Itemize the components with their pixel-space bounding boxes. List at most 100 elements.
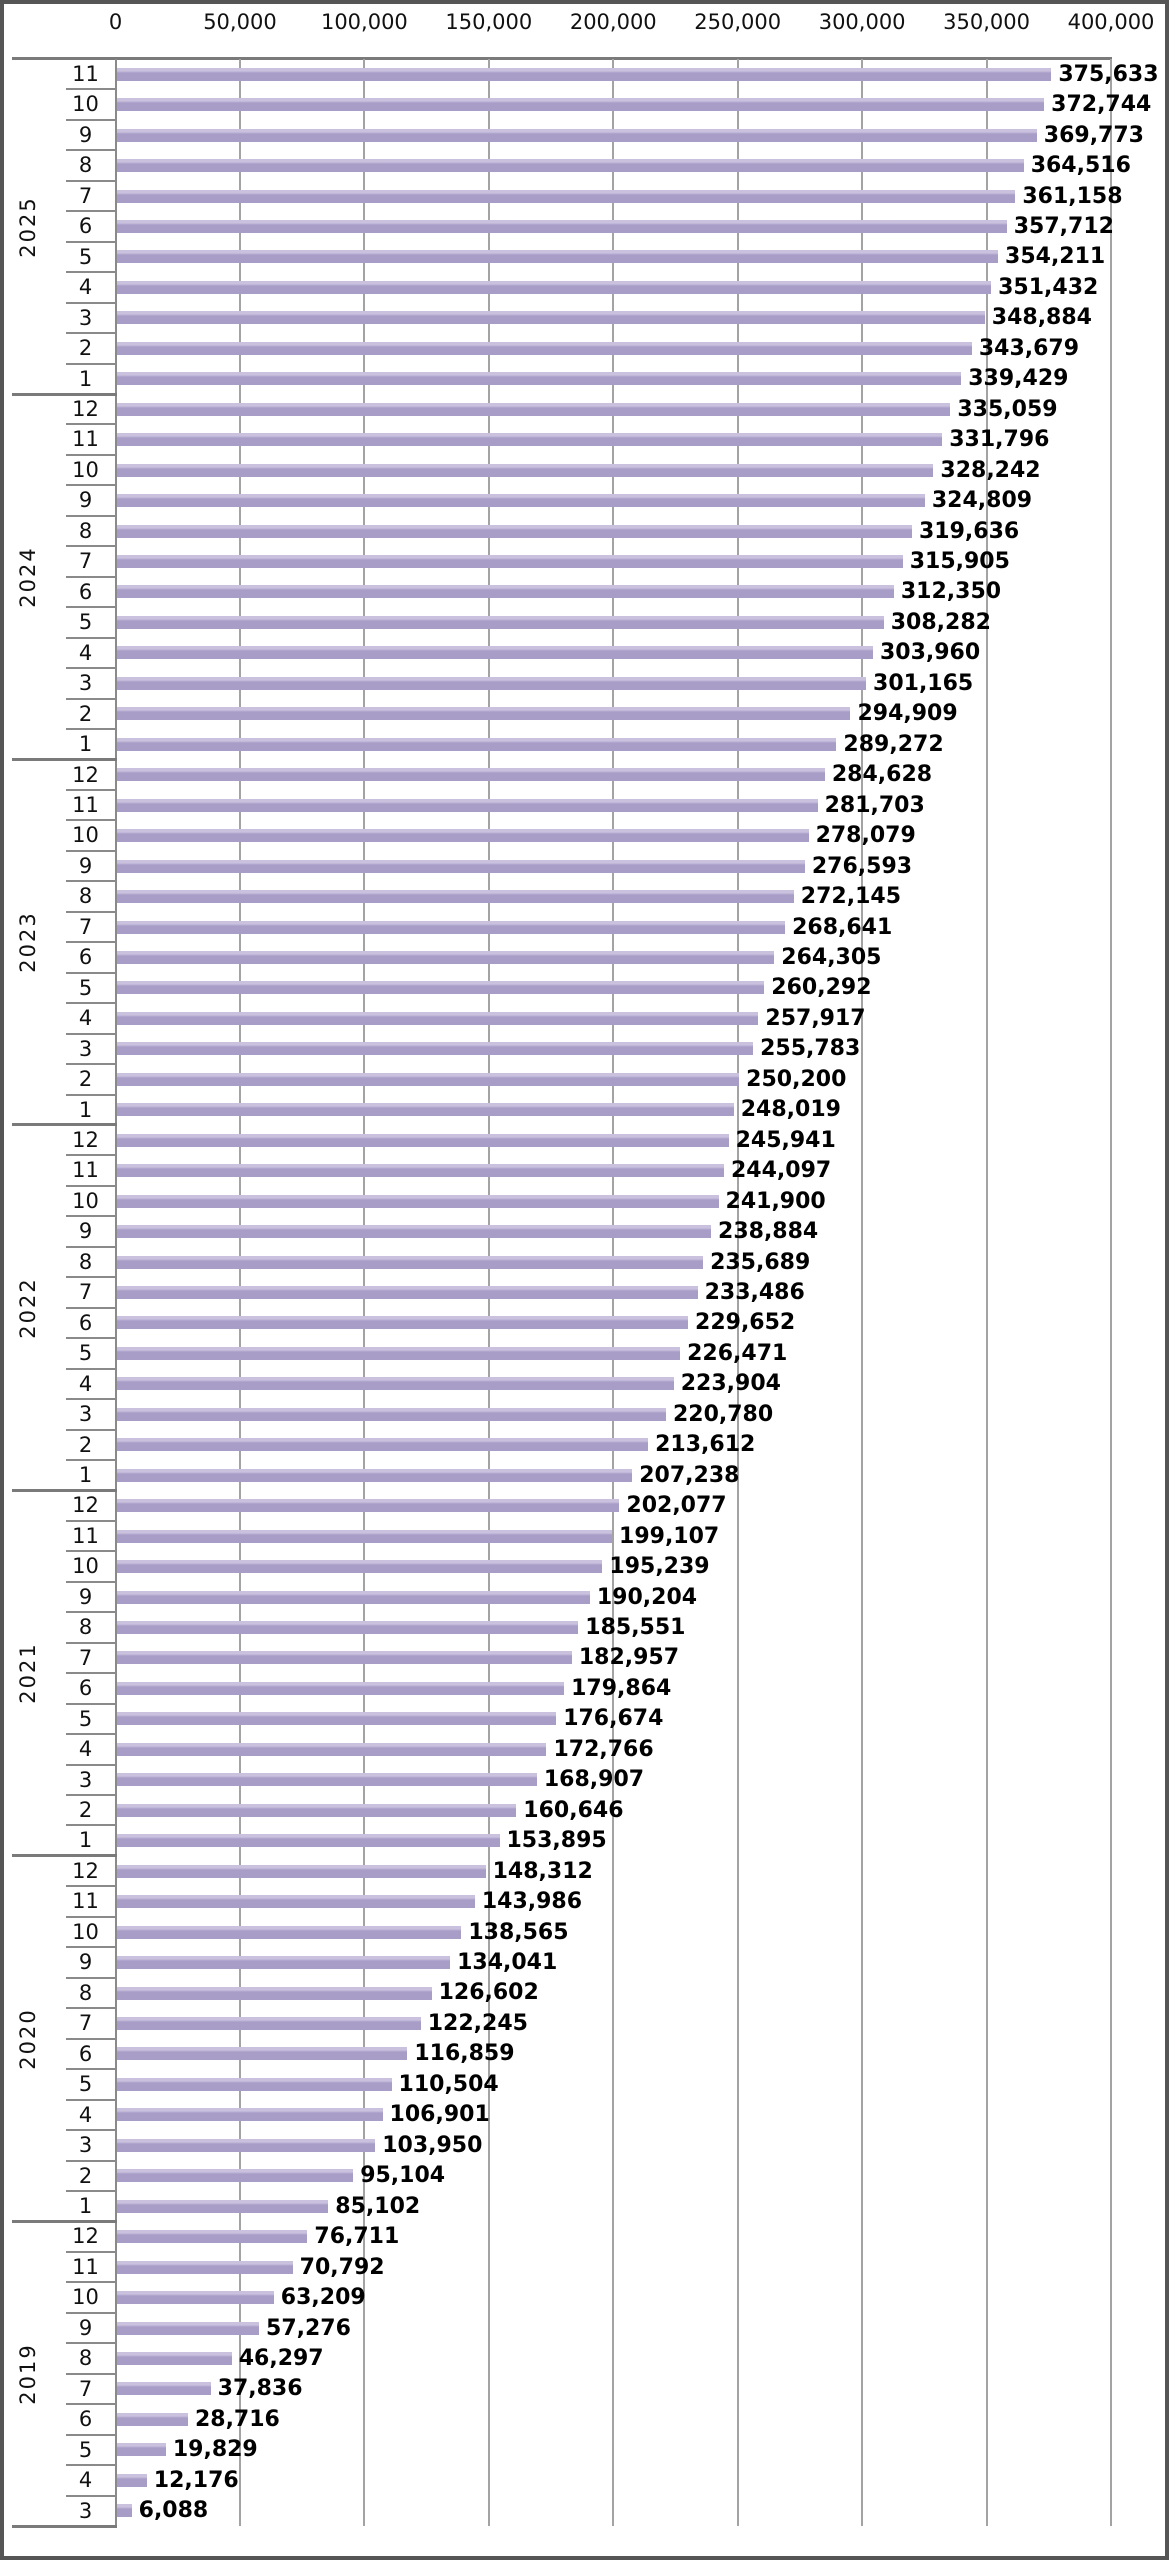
bar [116, 1681, 565, 1695]
month-label: 7 [78, 2376, 93, 2401]
month-tick-line [66, 2403, 117, 2406]
month-tick-line [66, 423, 117, 426]
bar-value-label: 324,809 [931, 488, 1033, 514]
bar [116, 189, 1016, 203]
bar [116, 1499, 620, 1513]
month-tick-line [66, 1824, 117, 1827]
bar [116, 2108, 383, 2122]
month-label: 3 [78, 671, 93, 696]
month-label: 4 [78, 275, 93, 300]
month-label: 8 [78, 2346, 93, 2371]
year-label: 2021 [16, 1642, 40, 1704]
year-label: 2025 [16, 195, 40, 258]
bar [116, 1438, 649, 1452]
month-label: 12 [72, 397, 99, 422]
x-axis-tick-label: 50,000 [203, 10, 277, 34]
month-label: 12 [72, 1493, 99, 1518]
month-label: 11 [72, 1523, 99, 1548]
month-label: 11 [72, 792, 99, 817]
bar [116, 2473, 147, 2487]
month-label: 9 [78, 1584, 93, 1609]
bar-value-label: 372,744 [1051, 92, 1152, 118]
bar-value-label: 339,429 [968, 366, 1069, 392]
month-tick-line [66, 1184, 117, 1187]
bar-value-label: 172,766 [553, 1736, 654, 1762]
bar [116, 372, 962, 386]
bar-value-label: 284,628 [831, 762, 933, 788]
month-label: 3 [78, 1036, 93, 1061]
month-tick-line [66, 1154, 117, 1157]
bar [116, 829, 809, 843]
month-tick-line [66, 2311, 117, 2314]
bar-value-label: 28,716 [194, 2406, 280, 2432]
month-tick-line [66, 1032, 117, 1035]
bar-value-label: 46,297 [238, 2345, 324, 2371]
bar [116, 2260, 293, 2274]
bar-value-label: 331,796 [949, 427, 1050, 453]
bar-value-label: 361,158 [1022, 183, 1123, 209]
bar-value-label: 343,679 [978, 335, 1080, 361]
month-label: 5 [78, 244, 93, 269]
month-tick-line [66, 453, 117, 456]
x-axis-tick-label: 350,000 [943, 10, 1030, 34]
bar-value-label: 348,884 [991, 305, 1092, 331]
month-tick-line [66, 1702, 117, 1705]
month-label: 5 [78, 2072, 93, 2097]
bar-value-label: 134,041 [457, 1950, 558, 1976]
month-label: 6 [78, 2407, 93, 2432]
month-tick-line [66, 1215, 117, 1218]
bar [116, 768, 825, 782]
bar-value-label: 199,107 [619, 1523, 720, 1549]
month-label: 2 [78, 1067, 93, 1092]
bar [116, 1194, 719, 1208]
bar-value-label: 264,305 [781, 944, 882, 970]
month-tick-line [66, 1306, 117, 1309]
month-label: 10 [72, 823, 99, 848]
month-tick-line [66, 2129, 117, 2132]
year-label: 2020 [16, 2007, 40, 2070]
month-label: 10 [72, 2285, 99, 2310]
month-label: 9 [78, 853, 93, 878]
month-tick-line [66, 118, 117, 121]
bar-value-label: 19,829 [172, 2437, 258, 2463]
month-tick-line [66, 1459, 117, 1461]
bar-value-label: 6,088 [138, 2498, 209, 2524]
month-label: 9 [78, 488, 93, 513]
month-label: 1 [78, 1828, 93, 1853]
month-label: 12 [72, 762, 99, 787]
bar-value-label: 70,792 [299, 2254, 385, 2280]
bar-value-label: 95,104 [360, 2163, 446, 2189]
month-tick-line [66, 2098, 117, 2101]
bar-value-label: 182,957 [578, 1645, 680, 1671]
bar-value-label: 226,471 [687, 1340, 788, 1366]
bar [116, 615, 884, 629]
bar-value-label: 103,950 [382, 2132, 483, 2158]
month-label: 4 [78, 1737, 93, 1762]
month-tick-line [66, 484, 117, 487]
bar [116, 2382, 211, 2396]
month-label: 6 [78, 945, 93, 970]
month-tick-line [66, 2189, 117, 2192]
month-label: 1 [78, 366, 93, 391]
month-tick-line [66, 1245, 117, 1248]
year-label: 2023 [16, 911, 40, 973]
month-tick-line [66, 1367, 117, 1370]
month-tick-line [66, 2068, 117, 2071]
bar [116, 494, 925, 508]
bar-value-label: 223,904 [680, 1371, 781, 1397]
bar [116, 950, 775, 964]
month-tick-line [66, 667, 117, 670]
month-label: 9 [78, 2315, 93, 2340]
bar [116, 2199, 329, 2213]
bar [116, 1133, 729, 1147]
month-tick-line [66, 910, 117, 913]
month-tick-line [66, 514, 117, 517]
month-label: 1 [78, 1463, 93, 1487]
bar [116, 2351, 232, 2365]
bar [116, 859, 805, 873]
month-tick-line [66, 1519, 117, 1522]
bar [116, 1834, 500, 1848]
month-tick-line [66, 819, 117, 822]
month-tick-line [66, 2037, 117, 2040]
